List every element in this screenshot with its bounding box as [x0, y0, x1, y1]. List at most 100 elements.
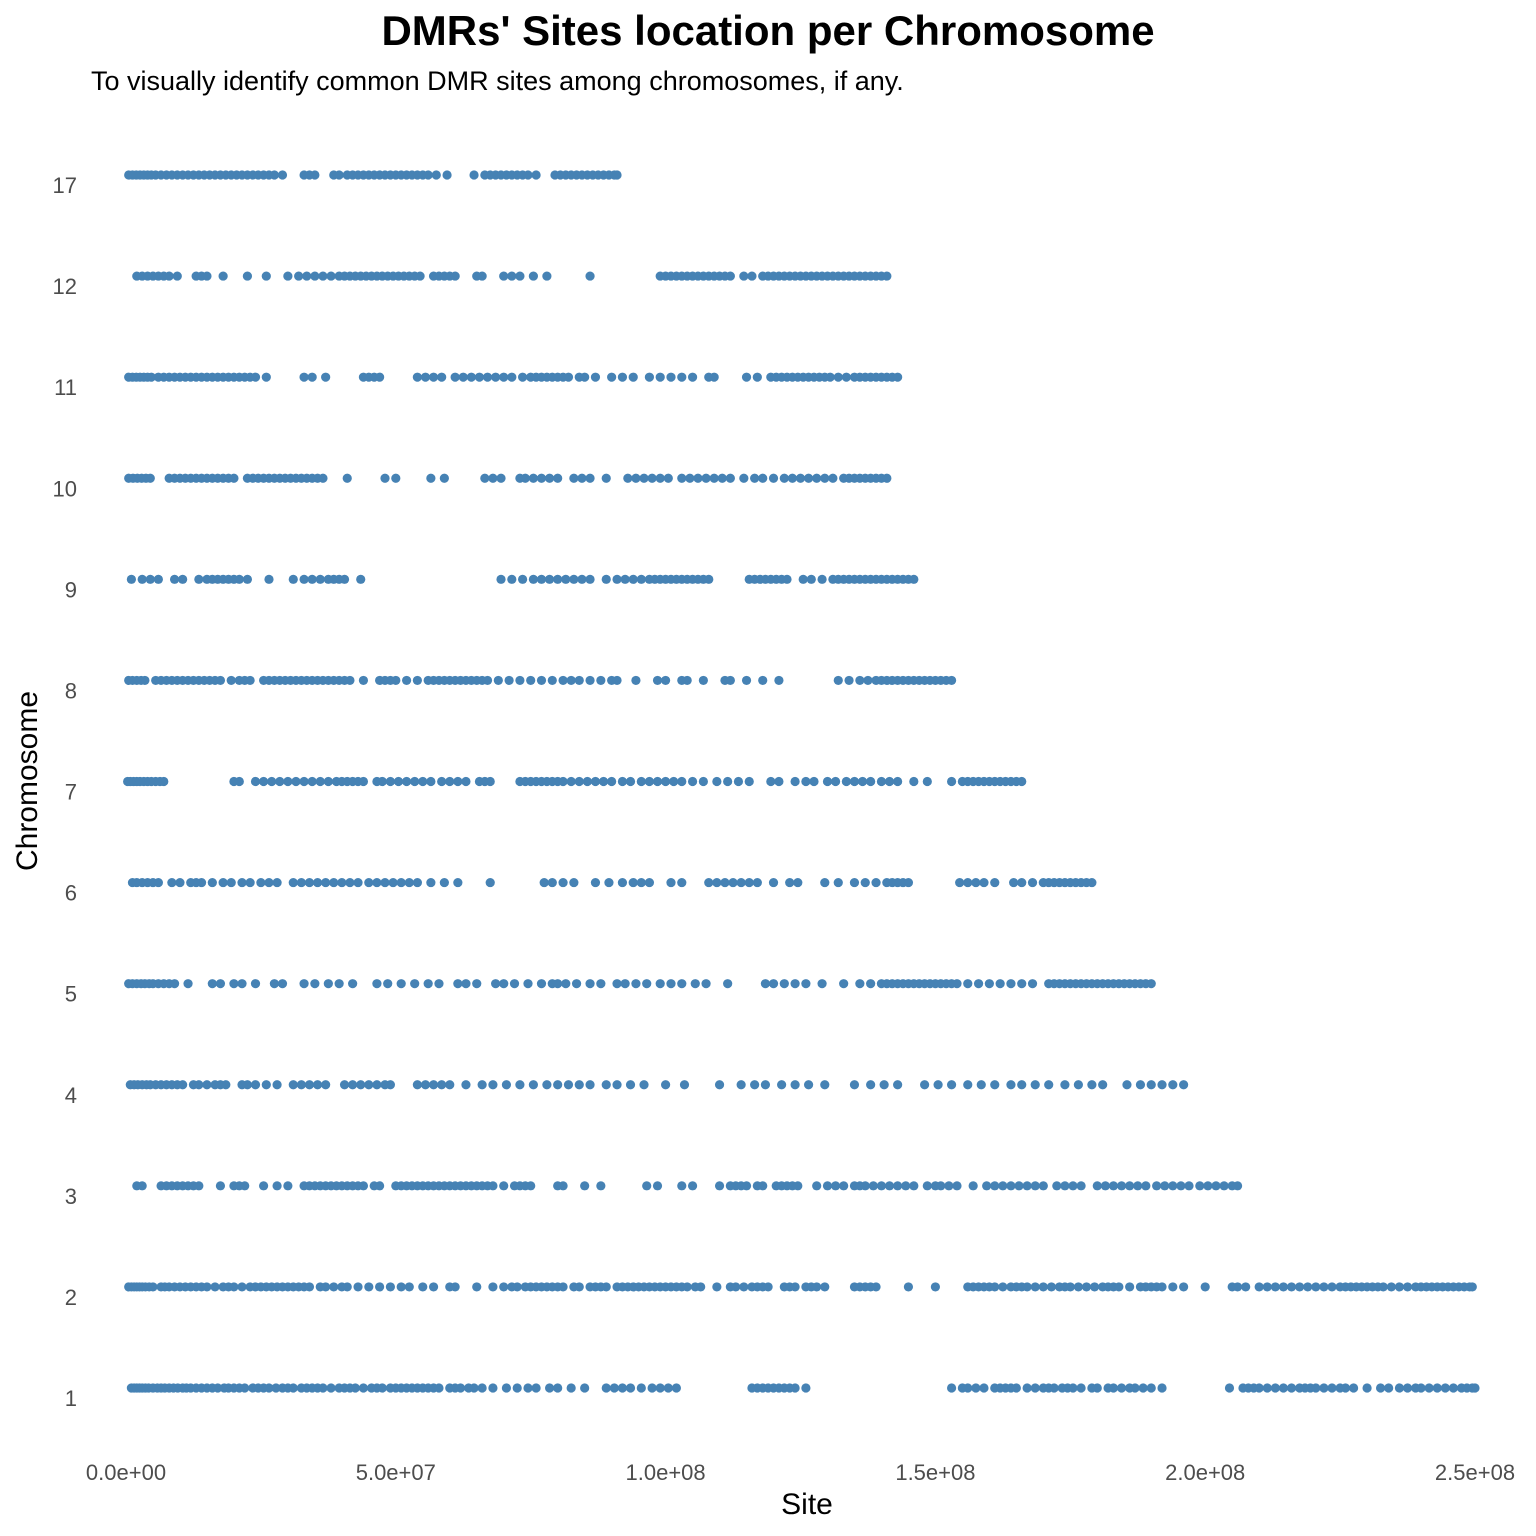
y-tick-label: 4 [65, 1083, 77, 1108]
data-point [242, 574, 253, 584]
data-point [1200, 1282, 1210, 1292]
data-point [353, 877, 363, 888]
data-point [245, 675, 255, 686]
data-point [1278, 1282, 1289, 1292]
data-point [210, 1282, 220, 1292]
data-point [267, 776, 277, 787]
data-point [717, 473, 727, 483]
data-point [723, 776, 733, 787]
data-point [844, 675, 854, 686]
data-point [194, 574, 204, 584]
data-point [1362, 1383, 1372, 1393]
data-point [1168, 1080, 1178, 1090]
data-point [207, 979, 217, 989]
data-point [213, 1383, 223, 1393]
data-point [1022, 1181, 1032, 1191]
data-point [731, 1282, 741, 1292]
data-point [482, 675, 493, 686]
data-point [1138, 1383, 1148, 1393]
data-point [250, 979, 261, 989]
data-point [876, 776, 887, 787]
data-point [798, 574, 808, 584]
data-point [601, 1383, 611, 1393]
data-point [275, 776, 285, 787]
data-point [536, 473, 547, 483]
data-point [528, 271, 538, 281]
data-point [372, 877, 382, 888]
data-point [882, 473, 892, 483]
data-point [334, 979, 344, 989]
data-point [542, 1080, 552, 1090]
data-point [1076, 1181, 1086, 1191]
data-point [631, 979, 641, 989]
data-point [768, 877, 779, 888]
x-tick-label: 2.5e+08 [1435, 1460, 1515, 1485]
data-point [288, 877, 298, 888]
data-point [1176, 1181, 1186, 1191]
data-point [758, 675, 768, 686]
data-point [1038, 1181, 1048, 1191]
data-point [566, 675, 576, 686]
data-point [741, 1181, 752, 1191]
data-point [971, 877, 981, 888]
data-point [434, 979, 444, 989]
data-point [803, 473, 814, 483]
data-point [450, 271, 460, 281]
data-point [790, 979, 800, 989]
data-point [250, 1080, 261, 1090]
data-point [585, 574, 595, 584]
data-point [439, 877, 449, 888]
data-point [194, 1080, 204, 1090]
data-point [375, 372, 385, 382]
data-point [768, 473, 779, 483]
data-point [518, 574, 528, 584]
data-point [491, 372, 501, 382]
data-point [893, 1080, 903, 1090]
data-point [283, 271, 293, 281]
data-point [1168, 1282, 1178, 1292]
data-point [458, 372, 468, 382]
data-point [294, 271, 304, 281]
data-point [642, 979, 652, 989]
data-point [801, 1383, 811, 1393]
data-point [283, 1181, 293, 1191]
data-point [496, 473, 506, 483]
data-point [488, 473, 498, 483]
data-point [642, 1181, 652, 1191]
data-point [628, 574, 638, 584]
data-point [1402, 1383, 1413, 1393]
data-point [666, 372, 676, 382]
data-point [750, 473, 760, 483]
data-point [348, 979, 358, 989]
data-point [1241, 1282, 1251, 1292]
data-point [1211, 1181, 1221, 1191]
data-point [437, 1080, 447, 1090]
data-point [569, 473, 579, 483]
data-point [725, 675, 735, 686]
data-point [774, 675, 784, 686]
data-point [364, 1282, 374, 1292]
data-point [636, 877, 646, 888]
data-point [577, 473, 587, 483]
data-point [1052, 1181, 1062, 1191]
data-point [558, 1181, 568, 1191]
data-point [339, 574, 350, 584]
data-point [639, 473, 649, 483]
data-point [747, 271, 757, 281]
data-point [590, 877, 601, 888]
data-point [849, 877, 860, 888]
data-point [636, 776, 646, 787]
data-point [803, 1080, 814, 1090]
data-point [744, 776, 754, 787]
data-point [547, 675, 557, 686]
data-point [1402, 1282, 1413, 1292]
data-point [677, 473, 687, 483]
data-point [909, 1181, 919, 1191]
data-point [866, 1080, 876, 1090]
data-point [569, 877, 579, 888]
data-point [523, 1383, 533, 1393]
data-point [1348, 1383, 1359, 1393]
data-point [636, 574, 646, 584]
data-point [930, 1282, 941, 1292]
data-point [310, 271, 320, 281]
